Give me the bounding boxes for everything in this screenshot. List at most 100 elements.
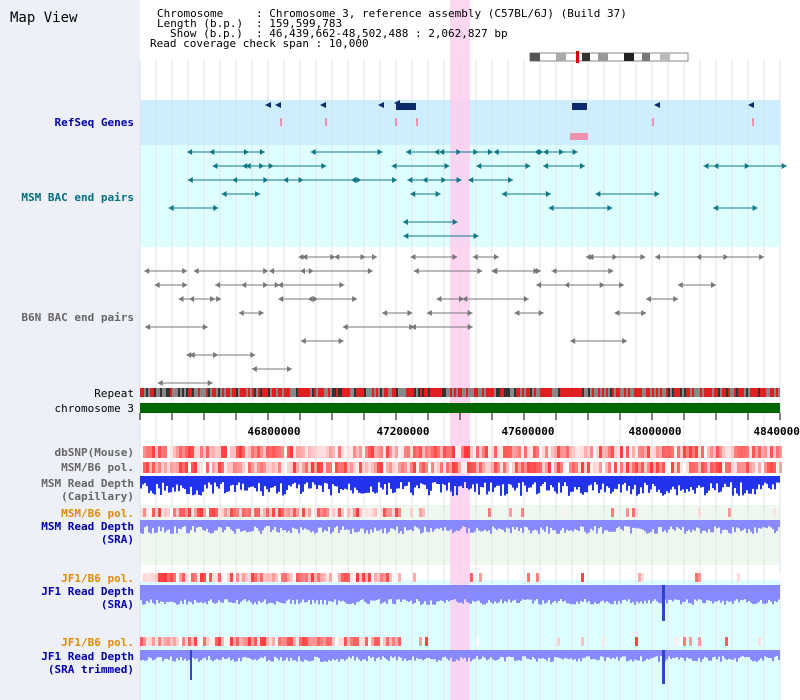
depth-bar: [626, 650, 628, 662]
chromosome-label: Chromosome: [157, 7, 224, 20]
depth-bar: [582, 520, 584, 527]
depth-bar: [354, 650, 356, 661]
depth-bar: [222, 476, 224, 483]
heat-cell: [650, 462, 653, 473]
heat-cell: [470, 446, 473, 458]
track-label-chromosome[interactable]: chromosome 3: [54, 402, 134, 415]
depth-bar: [658, 476, 660, 490]
track-label-b6n-bac[interactable]: B6N BAC end pairs: [21, 311, 134, 324]
depth-bar: [744, 476, 746, 494]
heat-cell: [362, 446, 365, 458]
heat-cell: [656, 446, 659, 458]
repeat-segment: [504, 388, 506, 397]
depth-bar: [302, 520, 304, 530]
track-label-jf1-depth-sra[interactable]: JF1 Read Depth: [41, 585, 134, 598]
repeat-segment: [582, 388, 584, 397]
depth-bar: [550, 476, 552, 486]
depth-bar: [628, 585, 630, 600]
depth-bar: [628, 476, 630, 486]
depth-bar: [320, 585, 322, 601]
depth-bar: [612, 585, 614, 605]
depth-bar: [672, 585, 674, 602]
repeat-segment: [488, 388, 490, 397]
depth-bar: [534, 585, 536, 601]
track-label-msm-depth-cap[interactable]: MSM Read Depth: [41, 477, 134, 490]
track-label-jf1-b6-pol[interactable]: JF1/B6 pol.: [61, 572, 134, 585]
repeat-segment: [234, 388, 236, 397]
heat-cell: [362, 573, 365, 582]
depth-bar: [154, 585, 156, 605]
repeat-segment: [534, 388, 536, 397]
heat-cell: [581, 573, 584, 582]
track-label-repeat[interactable]: Repeat: [94, 387, 134, 400]
depth-bar: [610, 476, 612, 494]
depth-bar: [562, 476, 564, 487]
depth-bar: [332, 585, 334, 603]
depth-bar: [340, 520, 342, 530]
heat-cell: [374, 446, 377, 458]
repeat-segment: [456, 388, 458, 397]
depth-bar: [166, 650, 168, 659]
track-label-jf1-b6-pol-2[interactable]: JF1/B6 pol.: [61, 636, 134, 649]
depth-bar: [146, 476, 148, 487]
depth-bar: [264, 520, 266, 528]
bac-end-marker: [436, 296, 442, 302]
heat-cell: [188, 462, 191, 473]
heat-cell: [380, 446, 383, 458]
track-label-msm-bac[interactable]: MSM BAC end pairs: [21, 191, 134, 204]
heat-cell: [269, 637, 272, 646]
track-label-refseq[interactable]: RefSeq Genes: [54, 116, 134, 129]
track-label-msm-b6-pol[interactable]: MSM/B6 pol.: [61, 461, 134, 474]
depth-bar: [448, 520, 450, 531]
depth-bar: [392, 650, 394, 658]
depth-bar: [714, 520, 716, 527]
depth-bar: [198, 585, 200, 603]
depth-bar: [472, 585, 474, 601]
heat-cell: [566, 462, 569, 473]
depth-bar: [728, 476, 730, 487]
track-label-dbsnp[interactable]: dbSNP(Mouse): [54, 446, 134, 459]
repeat-segment: [168, 388, 170, 397]
repeat-segment: [666, 388, 668, 397]
depth-bar: [164, 476, 166, 491]
depth-bar: [246, 585, 248, 602]
depth-bar: [520, 585, 522, 601]
depth-bar: [708, 585, 710, 601]
depth-bar: [680, 476, 682, 491]
depth-bar: [232, 476, 234, 485]
depth-bar: [622, 650, 624, 657]
heat-cell: [737, 446, 740, 458]
depth-bar: [656, 520, 658, 534]
repeat-segment: [540, 388, 542, 397]
bac-end-marker: [300, 268, 306, 274]
depth-bar: [262, 520, 264, 531]
repeat-segment: [600, 388, 602, 397]
heat-cell: [266, 508, 269, 517]
track-label-jf1-depth-trim[interactable]: JF1 Read Depth: [41, 650, 134, 663]
depth-bar: [588, 650, 590, 657]
depth-bar: [734, 520, 736, 533]
depth-bar: [690, 476, 692, 488]
depth-bar: [290, 585, 292, 604]
depth-bar: [726, 650, 728, 660]
depth-bar: [582, 650, 584, 658]
depth-bar: [404, 520, 406, 528]
heat-cell: [320, 508, 323, 517]
depth-bar: [452, 476, 454, 496]
track-label-msm-depth-sra[interactable]: MSM Read Depth: [41, 520, 134, 533]
depth-bar: [174, 476, 176, 492]
repeat-segment: [378, 388, 380, 397]
heat-cell: [428, 446, 431, 458]
heat-cell: [680, 446, 683, 458]
heat-cell: [770, 462, 773, 473]
depth-bar: [514, 520, 516, 530]
depth-bar: [172, 476, 174, 488]
depth-bar: [500, 520, 502, 530]
depth-bar: [748, 476, 750, 494]
bac-end-marker: [413, 268, 419, 274]
repeat-segment: [260, 388, 262, 397]
track-label-msm-b6-pol-2[interactable]: MSM/B6 pol.: [61, 507, 134, 520]
heat-cell: [371, 446, 374, 458]
